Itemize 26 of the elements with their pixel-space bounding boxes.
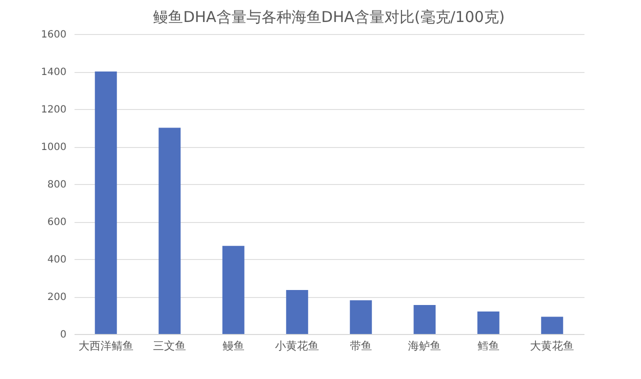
y-tick-label: 200	[47, 292, 66, 303]
y-tick-label: 400	[47, 254, 66, 266]
y-tick-label: 1600	[41, 30, 66, 40]
y-tick-label: 0	[60, 330, 66, 340]
bar	[350, 300, 372, 334]
y-tick-label: 800	[47, 180, 66, 190]
x-tick-label: 小黄花鱼	[275, 340, 320, 352]
chart-title: 鳗鱼DHA含量与各种海鱼DHA含量对比(毫克/100克)	[153, 8, 505, 26]
bar	[222, 246, 244, 334]
x-tick-label: 鳕鱼	[477, 340, 500, 352]
bar	[477, 312, 500, 334]
x-tick-label: 大西洋鲭鱼	[78, 340, 134, 352]
bar	[158, 128, 181, 334]
x-tick-label: 大黄花鱼	[530, 340, 574, 352]
x-tick-label: 带鱼	[350, 340, 372, 352]
bar	[414, 304, 436, 334]
y-tick-label: 1000	[41, 142, 66, 153]
y-tick-label: 1200	[41, 104, 66, 116]
x-tick-label: 三文鱼	[153, 340, 186, 352]
bar	[541, 316, 564, 334]
bar	[94, 72, 117, 334]
bar	[286, 290, 308, 334]
y-tick-label: 600	[47, 217, 66, 228]
x-tick-label: 鳗鱼	[222, 340, 244, 352]
x-tick-label: 海鲈鱼	[408, 340, 442, 352]
y-tick-label: 1400	[41, 67, 66, 78]
